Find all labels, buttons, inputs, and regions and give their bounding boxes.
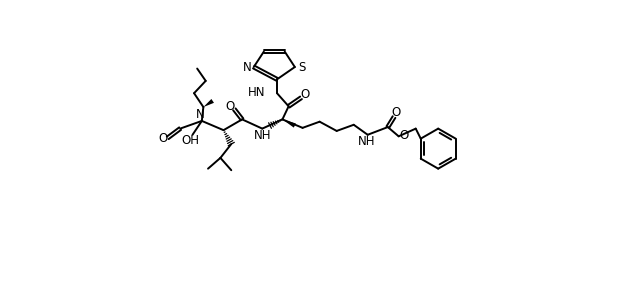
Polygon shape bbox=[283, 119, 296, 128]
Text: O: O bbox=[300, 88, 309, 101]
Polygon shape bbox=[203, 99, 214, 107]
Text: N: N bbox=[243, 60, 251, 73]
Text: HN: HN bbox=[248, 86, 265, 99]
Text: O: O bbox=[225, 100, 234, 113]
Text: O: O bbox=[391, 106, 400, 119]
Text: O: O bbox=[159, 132, 168, 145]
Text: NH: NH bbox=[254, 129, 272, 142]
Text: O: O bbox=[399, 129, 409, 142]
Text: NH: NH bbox=[358, 135, 376, 148]
Text: N: N bbox=[196, 108, 204, 121]
Text: S: S bbox=[298, 60, 305, 73]
Text: OH: OH bbox=[181, 134, 199, 147]
